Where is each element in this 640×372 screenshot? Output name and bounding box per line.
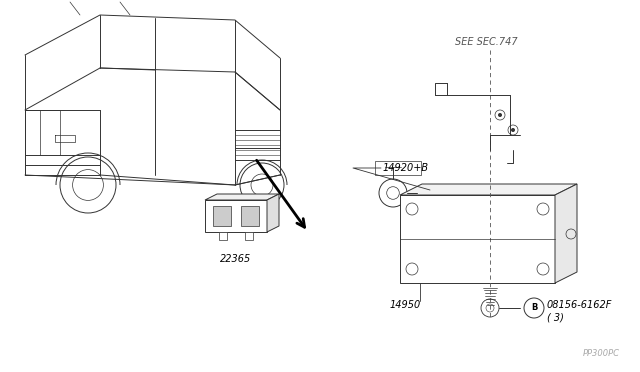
Text: 14920+B: 14920+B: [383, 163, 429, 173]
Bar: [213, 206, 231, 226]
Text: ( 3): ( 3): [547, 313, 564, 323]
Text: 22365: 22365: [220, 254, 252, 264]
Text: SEE SEC.747: SEE SEC.747: [455, 37, 518, 47]
Bar: [245, 232, 253, 240]
Text: PP300PC: PP300PC: [583, 349, 620, 358]
Circle shape: [511, 128, 515, 132]
Bar: [219, 232, 227, 240]
Circle shape: [379, 179, 407, 207]
Bar: [241, 206, 259, 226]
Polygon shape: [205, 194, 279, 200]
Circle shape: [498, 113, 502, 117]
Polygon shape: [400, 184, 577, 195]
Text: 08156-6162F: 08156-6162F: [547, 300, 612, 310]
Bar: [375, 161, 421, 175]
Text: 14950: 14950: [390, 300, 421, 310]
Text: B: B: [531, 304, 537, 312]
Polygon shape: [555, 184, 577, 283]
Bar: [400, 195, 555, 283]
Polygon shape: [267, 194, 279, 232]
Polygon shape: [205, 200, 267, 232]
